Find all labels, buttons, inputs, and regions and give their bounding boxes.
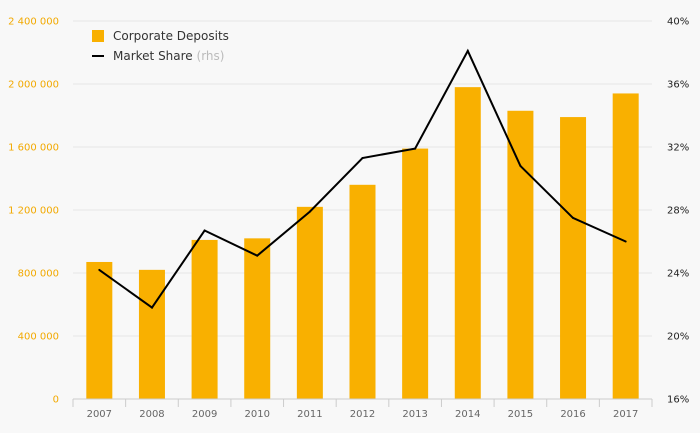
x-tick-label: 2010 bbox=[245, 409, 270, 420]
y-right-tick-label: 24% bbox=[667, 269, 689, 280]
y-left-tick-label: 800 000 bbox=[18, 269, 59, 280]
x-tick-label: 2007 bbox=[87, 409, 112, 420]
legend: Corporate Deposits Market Share (rhs) bbox=[92, 29, 229, 63]
bar bbox=[612, 93, 639, 399]
line-point bbox=[150, 306, 153, 309]
bar bbox=[296, 206, 323, 399]
x-tick-label: 2009 bbox=[192, 409, 217, 420]
line-point bbox=[466, 49, 469, 52]
bar bbox=[402, 148, 429, 399]
y-right-tick-label: 20% bbox=[667, 332, 689, 343]
bar bbox=[454, 87, 481, 400]
x-tick-label: 2014 bbox=[455, 409, 480, 420]
bar-series bbox=[86, 87, 639, 400]
legend-label-line-suffix: (rhs) bbox=[197, 49, 225, 63]
bar bbox=[349, 184, 376, 399]
line-point bbox=[98, 268, 101, 271]
y-left-tick-label: 2 400 000 bbox=[8, 17, 59, 28]
bar bbox=[138, 269, 165, 399]
line-point bbox=[624, 240, 627, 243]
x-tick-label: 2008 bbox=[139, 409, 164, 420]
bar bbox=[86, 261, 113, 399]
y-right-tick-label: 16% bbox=[667, 395, 689, 406]
y-right-tick-label: 32% bbox=[667, 143, 689, 154]
y-right-tick-label: 36% bbox=[667, 80, 689, 91]
line-point bbox=[414, 147, 417, 150]
x-tick-label: 2016 bbox=[560, 409, 585, 420]
y-left-tick-label: 0 bbox=[53, 395, 59, 406]
x-tick-label: 2017 bbox=[613, 409, 638, 420]
line-point bbox=[256, 254, 259, 257]
line-point bbox=[361, 157, 364, 160]
axes: 0 400 000 800 000 1 200 000 1 600 000 2 000 0… bbox=[8, 17, 689, 421]
bar bbox=[191, 239, 218, 399]
y-left-tick-label: 400 000 bbox=[18, 332, 59, 343]
x-tick-label: 2013 bbox=[402, 409, 427, 420]
y-left-tick-label: 1 600 000 bbox=[8, 143, 59, 154]
x-tick-label: 2012 bbox=[350, 409, 375, 420]
line-point bbox=[203, 229, 206, 232]
legend-label-line-name: Market Share bbox=[113, 49, 193, 63]
line-series bbox=[98, 48, 627, 310]
line-point bbox=[572, 216, 575, 219]
y-right-tick-label: 40% bbox=[667, 17, 689, 28]
legend-swatch-bar bbox=[92, 30, 104, 42]
y-left-tick-label: 2 000 000 bbox=[8, 80, 59, 91]
legend-label-bar: Corporate Deposits bbox=[113, 29, 229, 43]
line-point bbox=[308, 210, 311, 213]
x-tick-label: 2015 bbox=[508, 409, 533, 420]
legend-label-line: Market Share (rhs) bbox=[113, 49, 224, 63]
bar bbox=[560, 117, 587, 399]
line-point bbox=[519, 164, 522, 167]
bar bbox=[244, 238, 271, 399]
y-left-tick-label: 1 200 000 bbox=[8, 206, 59, 217]
bar bbox=[507, 110, 534, 400]
x-tick-label: 2011 bbox=[297, 409, 322, 420]
y-right-tick-label: 28% bbox=[667, 206, 689, 217]
